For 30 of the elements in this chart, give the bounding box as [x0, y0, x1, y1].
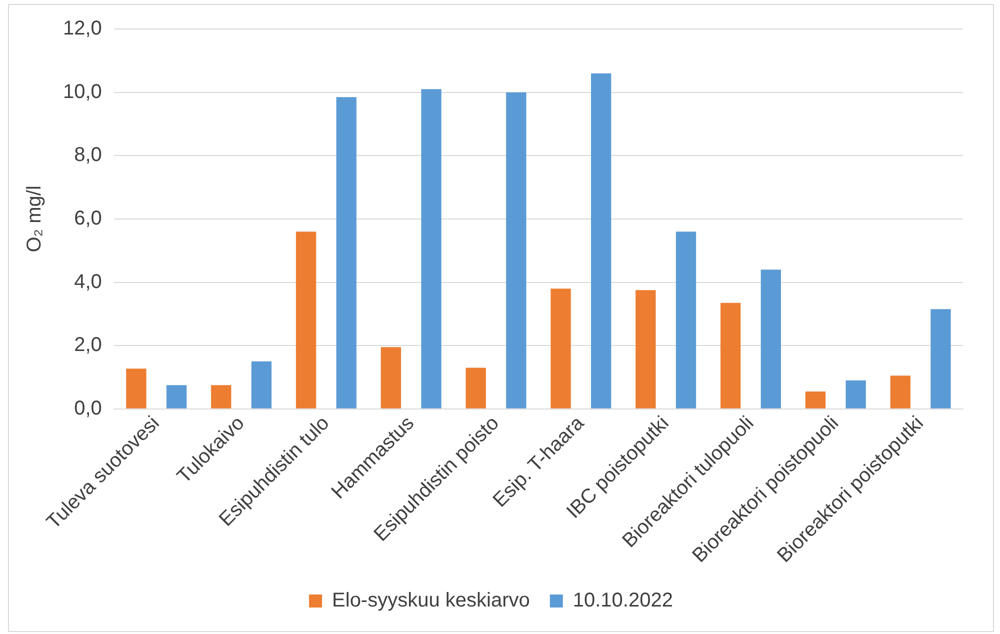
bar	[636, 290, 656, 408]
bar	[846, 380, 866, 408]
legend-label: Elo-syyskuu keskiarvo	[332, 590, 530, 612]
bar	[890, 376, 910, 408]
bar	[166, 385, 187, 408]
y-axis-title: O₂ mg/l	[24, 186, 46, 252]
y-tick-label: 8,0	[74, 144, 102, 166]
bar	[805, 391, 826, 408]
y-tick-label: 4,0	[74, 270, 102, 293]
legend-label: 10.10.2022	[572, 590, 673, 612]
y-tick-label: 12,0	[62, 18, 102, 40]
y-tick-label: 2,0	[74, 334, 102, 356]
y-tick-label: 10,0	[62, 80, 102, 103]
bar	[550, 288, 571, 408]
bar	[930, 309, 951, 408]
bar	[251, 361, 272, 408]
y-tick-label: 6,0	[74, 207, 102, 230]
bar	[506, 92, 526, 408]
bar	[421, 89, 442, 408]
bar	[211, 385, 232, 408]
bar	[296, 232, 316, 408]
bar	[591, 73, 612, 408]
bar	[720, 302, 741, 408]
bar	[760, 270, 781, 408]
bar	[126, 368, 146, 408]
y-tick-label: 0,0	[74, 397, 102, 420]
bar	[336, 97, 356, 408]
bar	[676, 232, 696, 408]
bar	[466, 368, 486, 408]
bar	[380, 347, 402, 408]
